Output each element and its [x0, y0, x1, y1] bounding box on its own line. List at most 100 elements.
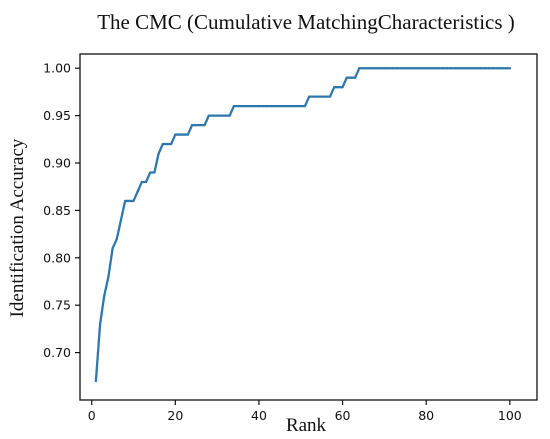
- data-point: [157, 152, 160, 155]
- data-point: [170, 142, 173, 146]
- data-point: [404, 67, 407, 70]
- data-point: [475, 67, 478, 70]
- data-point: [320, 95, 323, 98]
- data-point: [354, 76, 357, 79]
- x-tick-label: 100: [498, 408, 522, 423]
- data-point: [370, 67, 373, 70]
- cmc-series-line: [94, 67, 511, 383]
- y-tick-label: 0.95: [43, 108, 71, 123]
- data-point: [190, 124, 194, 127]
- data-point: [362, 67, 365, 70]
- data-point: [500, 67, 503, 70]
- data-point: [492, 67, 495, 70]
- data-point: [341, 86, 344, 89]
- data-point: [408, 67, 411, 70]
- data-point: [182, 133, 185, 136]
- data-point: [287, 105, 290, 108]
- data-point: [412, 67, 415, 70]
- data-point: [303, 105, 307, 108]
- data-point: [504, 67, 507, 70]
- data-point: [140, 180, 143, 184]
- data-point: [278, 105, 281, 108]
- data-point: [487, 67, 491, 70]
- data-point: [471, 67, 474, 70]
- data-point: [479, 67, 482, 70]
- data-point: [462, 67, 465, 70]
- data-point: [349, 76, 353, 79]
- data-point: [328, 95, 332, 98]
- data-point: [441, 67, 445, 70]
- x-tick-label: 20: [167, 408, 183, 423]
- cmc-series-points: [94, 67, 511, 383]
- data-point: [207, 114, 210, 117]
- data-point: [420, 67, 424, 70]
- chart-title: The CMC (Cumulative MatchingCharacterist…: [97, 10, 515, 34]
- data-point: [174, 133, 177, 136]
- data-point: [153, 171, 156, 174]
- data-point: [433, 67, 436, 70]
- data-point: [450, 67, 453, 70]
- data-point: [203, 124, 206, 127]
- data-point: [308, 95, 311, 98]
- data-point: [249, 105, 252, 108]
- data-point: [262, 105, 265, 108]
- data-point: [144, 180, 148, 184]
- data-point: [228, 114, 231, 117]
- y-tick-label: 1.00: [43, 61, 71, 76]
- data-point: [437, 67, 440, 70]
- data-point: [337, 86, 340, 89]
- data-point: [119, 218, 123, 221]
- data-point: [458, 67, 461, 70]
- data-point: [266, 105, 269, 108]
- data-point: [466, 67, 470, 70]
- data-point: [220, 114, 223, 117]
- data-point: [241, 105, 244, 108]
- x-axis-label: Rank: [286, 415, 327, 436]
- data-point: [274, 105, 277, 108]
- data-point: [94, 379, 97, 383]
- data-point: [374, 67, 378, 70]
- y-axis-label: Identification Accuracy: [7, 138, 28, 317]
- data-point: [508, 67, 511, 70]
- data-point: [149, 171, 152, 174]
- data-point: [124, 199, 127, 203]
- data-point: [245, 105, 248, 108]
- data-point: [379, 67, 382, 70]
- data-point: [299, 105, 302, 108]
- data-point: [128, 199, 131, 203]
- data-point: [165, 142, 169, 146]
- data-point: [316, 95, 319, 98]
- data-point: [98, 323, 102, 326]
- data-point: [178, 133, 181, 136]
- data-point: [211, 114, 215, 117]
- data-point: [257, 105, 261, 108]
- data-point: [366, 67, 369, 70]
- data-point: [333, 86, 336, 89]
- data-point: [186, 133, 189, 136]
- data-point: [387, 67, 390, 70]
- data-point: [395, 67, 399, 70]
- data-point: [383, 67, 386, 70]
- data-point: [195, 124, 198, 127]
- data-point: [312, 95, 315, 98]
- plot-area: 0 20 40 60 80 100 0.70 0.75 0.80 0.85 0.90 0.95 1.0…: [43, 53, 538, 423]
- y-tick-label: 0.85: [43, 203, 71, 218]
- data-point: [483, 67, 486, 70]
- data-point: [496, 67, 499, 70]
- data-point: [282, 105, 286, 108]
- data-point: [107, 275, 110, 278]
- data-point: [216, 114, 219, 117]
- x-tick-label: 60: [335, 408, 351, 423]
- x-tick-label: 80: [418, 408, 434, 423]
- data-point: [416, 67, 419, 70]
- data-point: [136, 190, 139, 193]
- data-point: [132, 199, 135, 203]
- data-point: [446, 67, 449, 70]
- x-tick-label: 0: [88, 408, 96, 423]
- data-point: [345, 76, 348, 79]
- y-tick-label: 0.75: [43, 298, 71, 313]
- data-point: [324, 95, 327, 98]
- data-point: [391, 67, 394, 70]
- data-point: [454, 67, 457, 70]
